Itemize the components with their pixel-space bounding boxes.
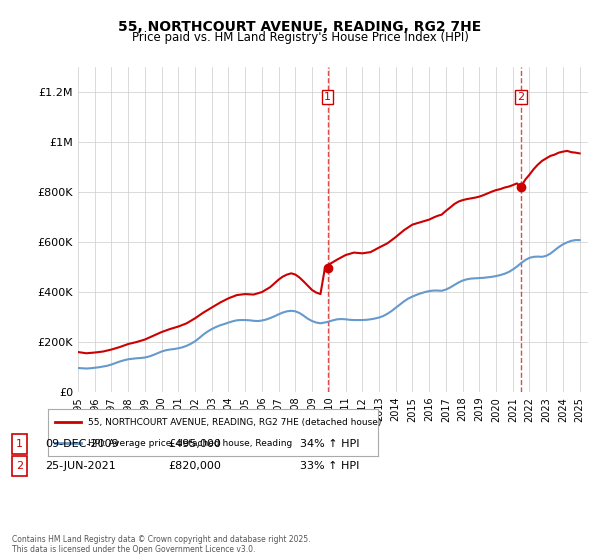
Text: 2: 2: [517, 92, 524, 102]
Text: 1: 1: [16, 439, 23, 449]
Text: £495,000: £495,000: [168, 439, 221, 449]
Text: Contains HM Land Registry data © Crown copyright and database right 2025.
This d: Contains HM Land Registry data © Crown c…: [12, 535, 311, 554]
Text: HPI: Average price, detached house, Reading: HPI: Average price, detached house, Read…: [88, 438, 292, 447]
Text: 09-DEC-2009: 09-DEC-2009: [45, 439, 119, 449]
Text: 25-JUN-2021: 25-JUN-2021: [45, 461, 116, 471]
Text: 33% ↑ HPI: 33% ↑ HPI: [300, 461, 359, 471]
Text: 34% ↑ HPI: 34% ↑ HPI: [300, 439, 359, 449]
Text: Price paid vs. HM Land Registry's House Price Index (HPI): Price paid vs. HM Land Registry's House …: [131, 31, 469, 44]
Text: 55, NORTHCOURT AVENUE, READING, RG2 7HE: 55, NORTHCOURT AVENUE, READING, RG2 7HE: [118, 20, 482, 34]
Text: 55, NORTHCOURT AVENUE, READING, RG2 7HE (detached house): 55, NORTHCOURT AVENUE, READING, RG2 7HE …: [88, 418, 381, 427]
Text: 1: 1: [324, 92, 331, 102]
Text: £820,000: £820,000: [168, 461, 221, 471]
Text: 2: 2: [16, 461, 23, 471]
